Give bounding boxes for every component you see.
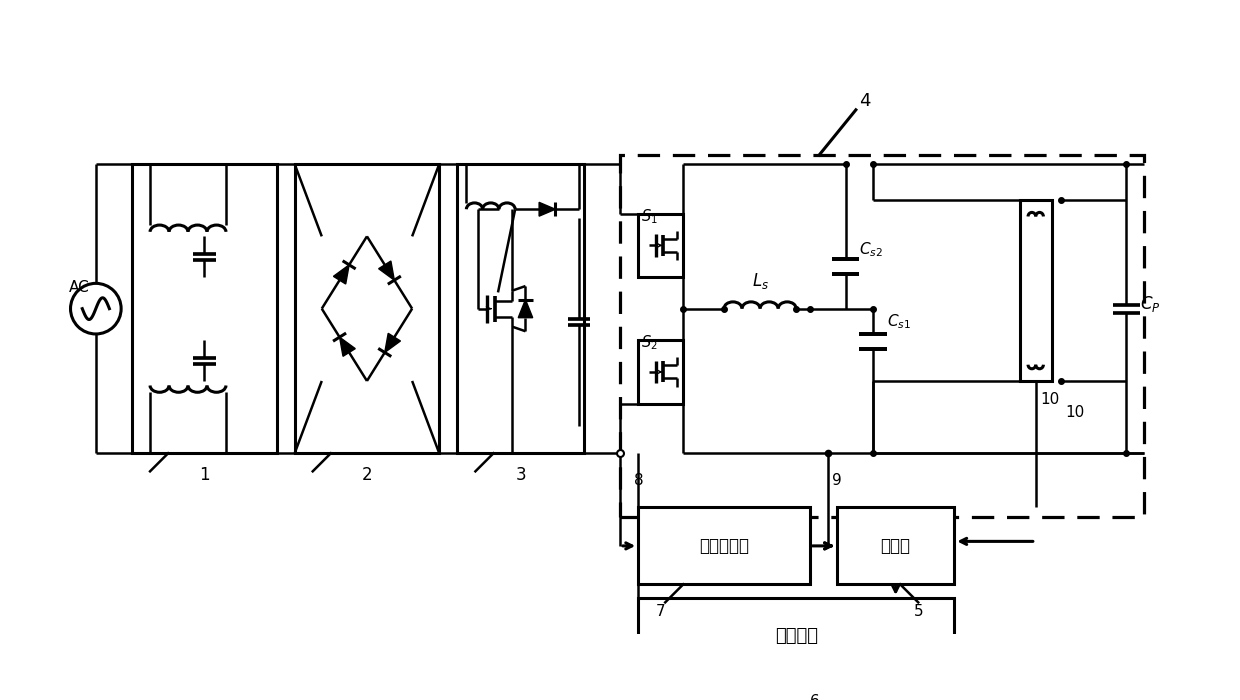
Polygon shape <box>518 300 533 318</box>
Bar <box>837 508 955 584</box>
Text: $S_2$: $S_2$ <box>641 333 657 352</box>
Polygon shape <box>378 261 394 280</box>
Text: 8: 8 <box>634 473 644 488</box>
Polygon shape <box>384 333 401 353</box>
Bar <box>131 164 277 454</box>
Text: 1: 1 <box>198 466 210 484</box>
Text: $L_s$: $L_s$ <box>751 271 769 291</box>
Text: 3: 3 <box>516 466 526 484</box>
Bar <box>1021 200 1052 381</box>
Text: 4: 4 <box>858 92 870 110</box>
Polygon shape <box>340 337 356 356</box>
Text: 10: 10 <box>1065 405 1084 420</box>
Text: 7: 7 <box>656 604 666 619</box>
Text: 直流滤波器: 直流滤波器 <box>699 537 749 555</box>
Text: 10: 10 <box>1040 391 1059 407</box>
Text: $C_P$: $C_P$ <box>1140 294 1161 314</box>
Text: 9: 9 <box>832 473 842 488</box>
Text: 2: 2 <box>362 466 372 484</box>
Text: 6: 6 <box>810 694 820 700</box>
Bar <box>639 340 683 404</box>
Bar <box>295 164 439 454</box>
Text: AC: AC <box>68 280 89 295</box>
Polygon shape <box>539 202 556 216</box>
Polygon shape <box>334 265 350 284</box>
Text: $C_{s2}$: $C_{s2}$ <box>859 240 883 259</box>
Text: 5: 5 <box>914 604 924 619</box>
Text: 驱动电路: 驱动电路 <box>775 627 817 645</box>
Bar <box>639 598 955 675</box>
Bar <box>458 164 584 454</box>
Bar <box>639 508 810 584</box>
Text: $S_1$: $S_1$ <box>641 206 657 225</box>
Text: 单片机: 单片机 <box>880 537 910 555</box>
Bar <box>620 155 1145 517</box>
Bar <box>639 214 683 277</box>
Text: $C_{s1}$: $C_{s1}$ <box>887 313 910 331</box>
